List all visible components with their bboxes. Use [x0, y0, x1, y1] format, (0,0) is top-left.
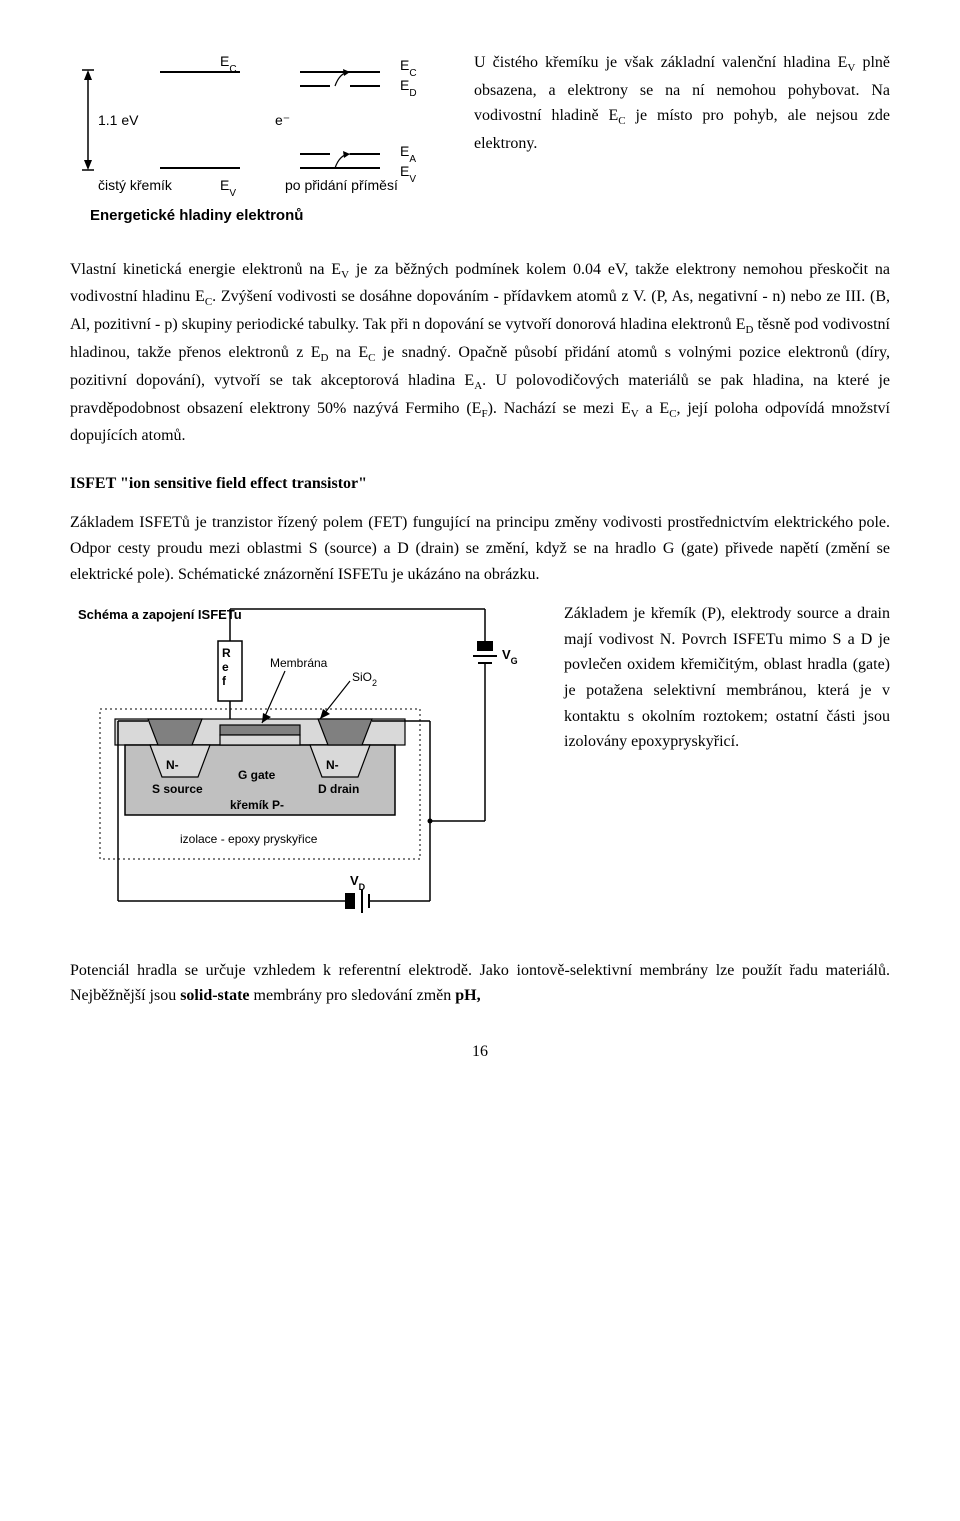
p2h: ). Nachází se mezi E [488, 400, 631, 417]
p2s6: A [474, 380, 482, 392]
pure-silicon-label: čistý křemík [98, 177, 173, 193]
p5c: membrány pro sledování změn [250, 987, 456, 1004]
p5d: pH, [455, 987, 480, 1004]
isfet-figure: Schéma a zapojení ISFETu VG [70, 601, 540, 940]
para1: U čistého křemíku je však základní valen… [474, 50, 890, 171]
svg-text:R: R [222, 646, 231, 660]
svg-text:VG: VG [502, 647, 518, 666]
isolation-label: izolace - epoxy pryskyřice [180, 832, 318, 846]
section-title: ISFET "ion sensitive field effect transi… [70, 471, 890, 497]
n-minus-left: N- [166, 758, 179, 772]
electron-label: e⁻ [275, 112, 290, 128]
fig2-title: Schéma a zapojení ISFETu [78, 607, 242, 622]
p1-subC: C [618, 116, 625, 128]
g-gate: G gate [238, 768, 276, 782]
d-drain: D drain [318, 782, 359, 796]
svg-text:VD: VD [350, 873, 366, 892]
energy-levels-row: 1.1 eV EC EV čistý křemík e⁻ EC ED [70, 50, 890, 239]
silicon-p: křemík P- [230, 798, 284, 812]
energy-levels-figure: 1.1 eV EC EV čistý křemík e⁻ EC ED [70, 50, 450, 239]
p2s9: C [669, 408, 676, 420]
s-source: S source [152, 782, 203, 796]
svg-text:EV: EV [220, 177, 236, 199]
page-number: 16 [70, 1039, 890, 1065]
para5: Potenciál hradla se určuje vzhledem k re… [70, 958, 890, 1009]
doped-label: po přidání příměsí [285, 177, 398, 193]
p4: Základem je křemík (P), elektrody source… [564, 601, 890, 755]
n-minus-right: N- [326, 758, 339, 772]
fig1-title: Energetické hladiny elektronů [90, 207, 303, 224]
isfet-row: Schéma a zapojení ISFETu VG [70, 601, 890, 940]
para3: Základem ISFETů je tranzistor řízený pol… [70, 510, 890, 587]
p2a: Vlastní kinetická energie elektronů na E [70, 261, 341, 278]
gap-label: 1.1 eV [98, 112, 139, 128]
svg-text:SiO2: SiO2 [352, 670, 377, 688]
p2e: na E [328, 344, 368, 361]
para2: Vlastní kinetická energie elektronů na E… [70, 257, 890, 449]
svg-text:e: e [222, 660, 229, 674]
p1a: U čistého křemíku je však základní valen… [474, 54, 847, 71]
svg-text:EV: EV [400, 163, 416, 185]
membrane-label: Membrána [270, 656, 328, 670]
p2s1: V [341, 269, 349, 281]
svg-text:ED: ED [400, 77, 417, 99]
svg-text:EA: EA [400, 143, 416, 165]
p2s8: V [631, 408, 639, 420]
para4: Základem je křemík (P), elektrody source… [564, 601, 890, 769]
p5b: solid-state [180, 987, 249, 1004]
svg-text:EC: EC [400, 57, 417, 79]
p2i: a E [639, 400, 670, 417]
